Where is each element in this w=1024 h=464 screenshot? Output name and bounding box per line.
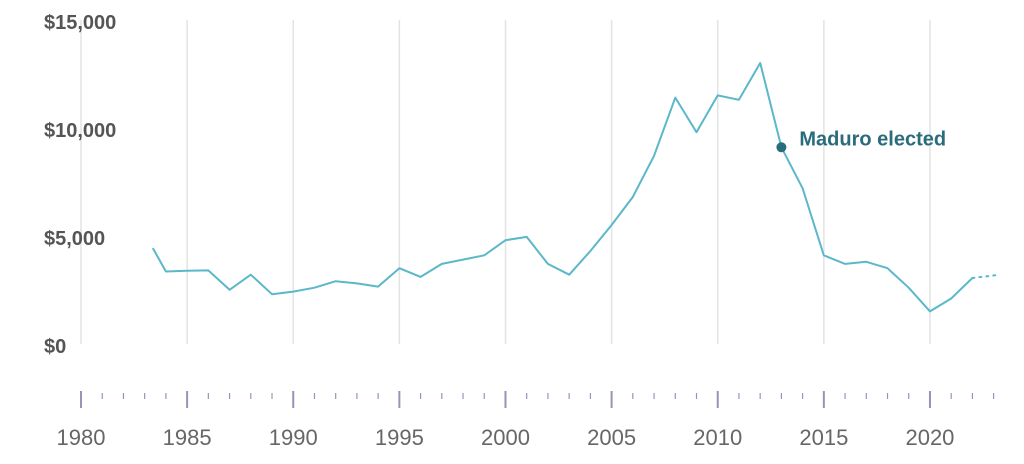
y-axis-labels: $0 $5,000 $10,000 $15,000 bbox=[44, 12, 116, 358]
x-axis-ticks bbox=[80, 391, 995, 408]
y-tick-label: $10,000 bbox=[44, 120, 116, 142]
annotation-marker bbox=[776, 142, 787, 153]
x-tick-label-2000: 2000 bbox=[481, 425, 530, 450]
x-tick-label-2005: 2005 bbox=[587, 425, 636, 450]
x-tick-label-2015: 2015 bbox=[799, 425, 848, 450]
series-lines bbox=[152, 62, 1001, 313]
x-axis-labels: 1980 1985 1990 1995 2000 2005 2010 2015 2020 bbox=[57, 425, 955, 450]
x-tick-label-1995: 1995 bbox=[375, 425, 424, 450]
x-tick-label-2020: 2020 bbox=[905, 425, 954, 450]
series-line-projection bbox=[971, 273, 1001, 279]
x-tick-label-1985: 1985 bbox=[163, 425, 212, 450]
gridlines bbox=[80, 20, 931, 344]
x-tick-label-1990: 1990 bbox=[269, 425, 318, 450]
y-tick-label: $5,000 bbox=[44, 228, 105, 250]
y-tick-label: $0 bbox=[44, 336, 66, 358]
series-line bbox=[152, 62, 974, 313]
x-tick-label-2010: 2010 bbox=[693, 425, 742, 450]
y-tick-label: $15,000 bbox=[44, 12, 116, 34]
x-tick-label-1980: 1980 bbox=[57, 425, 106, 450]
annotations: Maduro elected bbox=[776, 128, 946, 153]
annotation-label: Maduro elected bbox=[799, 128, 946, 150]
